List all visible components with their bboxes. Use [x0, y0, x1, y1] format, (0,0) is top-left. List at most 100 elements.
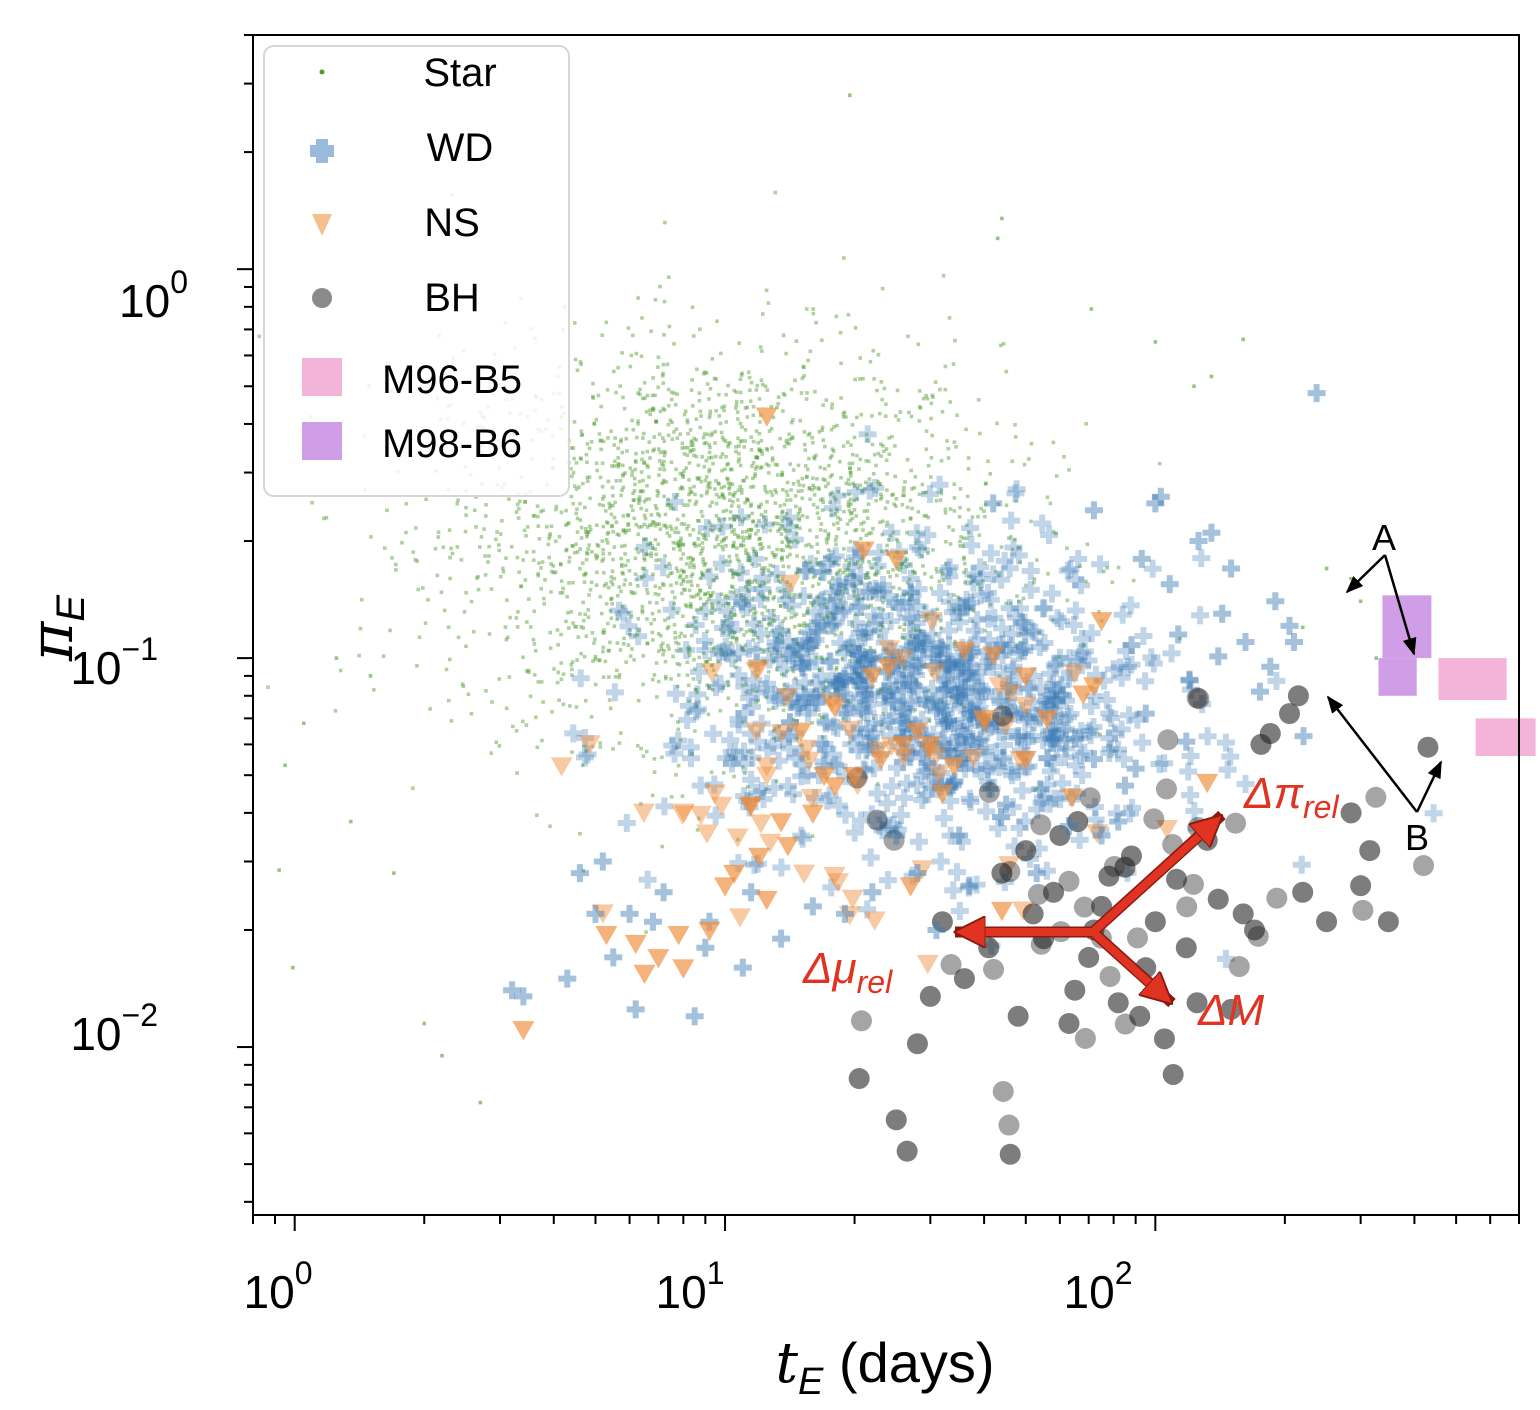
- wd-point: [729, 710, 748, 729]
- star-point: [824, 679, 828, 683]
- star-point: [781, 708, 786, 713]
- star-point: [795, 641, 800, 646]
- star-point: [728, 590, 733, 594]
- star-point: [795, 554, 799, 558]
- wd-point: [729, 666, 748, 685]
- star-point: [557, 698, 561, 702]
- wd-point: [894, 720, 913, 739]
- wd-point: [691, 776, 710, 795]
- star-point: [796, 511, 801, 516]
- ns-point: [892, 748, 915, 768]
- ns-point: [726, 828, 749, 848]
- wd-point: [620, 904, 639, 923]
- wd-point: [1109, 740, 1128, 759]
- wd-point: [636, 569, 655, 588]
- star-point: [881, 519, 885, 524]
- wd-point: [571, 669, 590, 688]
- star-point: [800, 514, 805, 518]
- wd-point: [864, 651, 883, 670]
- star-point: [781, 564, 786, 569]
- star-point: [722, 538, 726, 542]
- star-point: [302, 721, 306, 726]
- star-point: [847, 482, 852, 487]
- star-point: [1022, 462, 1027, 467]
- star-point: [565, 594, 569, 599]
- star-point: [728, 517, 732, 521]
- star-point: [704, 474, 709, 479]
- star-point: [941, 273, 946, 278]
- star-point: [622, 406, 627, 411]
- star-point: [763, 660, 768, 665]
- star-point: [664, 676, 668, 681]
- star-point: [704, 659, 709, 664]
- star-point: [853, 377, 857, 382]
- wd-point: [1061, 704, 1080, 723]
- star-point: [1192, 384, 1196, 389]
- star-point: [505, 598, 509, 602]
- star-point: [628, 627, 632, 632]
- star-point: [859, 580, 864, 585]
- star-point: [750, 464, 754, 468]
- wd-point: [807, 674, 826, 693]
- star-point: [695, 690, 699, 695]
- wd-point: [799, 622, 818, 641]
- wd-point: [723, 649, 742, 668]
- star-point: [771, 658, 776, 663]
- star-point: [717, 495, 721, 499]
- star-point: [723, 467, 727, 472]
- wd-point: [1222, 559, 1241, 578]
- star-point: [744, 551, 748, 555]
- star-point: [709, 455, 714, 460]
- star-point: [650, 630, 655, 635]
- star-point: [814, 655, 819, 660]
- wd-point: [1041, 664, 1060, 683]
- star-point: [531, 513, 536, 518]
- wd-point: [903, 658, 922, 677]
- star-point: [880, 397, 885, 402]
- wd-point: [861, 737, 880, 756]
- wd-point: [1051, 707, 1070, 726]
- star-point: [905, 581, 910, 585]
- star-point: [676, 673, 681, 677]
- star-point: [655, 512, 660, 516]
- ns-point: [838, 720, 861, 741]
- wd-point: [874, 581, 893, 600]
- star-point: [909, 468, 913, 473]
- wd-point: [754, 790, 773, 809]
- wd-point: [881, 612, 900, 631]
- star-point: [641, 478, 645, 483]
- wd-point: [938, 747, 957, 766]
- star-point: [681, 579, 686, 584]
- star-point: [778, 604, 783, 608]
- wd-point: [984, 494, 1003, 513]
- ns-point: [843, 766, 866, 787]
- star-point: [661, 641, 665, 646]
- star-point: [678, 648, 683, 652]
- star-point: [693, 502, 698, 507]
- star-point: [475, 576, 479, 580]
- wd-point: [1060, 649, 1079, 668]
- wd-point: [1008, 762, 1027, 781]
- wd-point: [820, 652, 839, 671]
- star-point: [660, 481, 664, 486]
- star-point: [676, 569, 680, 573]
- star-point: [601, 524, 606, 529]
- star-point: [688, 533, 692, 537]
- star-point: [729, 525, 733, 529]
- star-point: [917, 405, 922, 409]
- star-point: [721, 438, 726, 442]
- star-point: [696, 537, 701, 541]
- wd-point: [678, 710, 697, 729]
- star-point: [653, 504, 658, 508]
- star-point: [847, 563, 851, 567]
- star-point: [648, 541, 653, 545]
- bh-point: [1126, 927, 1148, 949]
- star-point: [951, 362, 956, 366]
- star-point: [881, 712, 885, 716]
- star-point: [706, 482, 711, 486]
- star-point: [1000, 216, 1004, 221]
- star-point: [842, 492, 846, 497]
- star-point: [708, 593, 713, 598]
- star-point: [824, 484, 828, 489]
- wd-point: [894, 671, 913, 690]
